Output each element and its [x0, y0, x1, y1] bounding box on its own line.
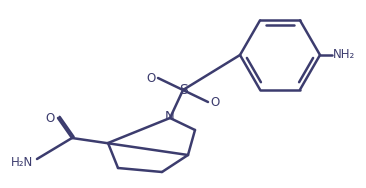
- Text: O: O: [210, 96, 220, 108]
- Text: O: O: [146, 71, 156, 84]
- Text: O: O: [45, 111, 55, 124]
- Text: S: S: [179, 83, 187, 97]
- Text: H₂N: H₂N: [11, 155, 33, 168]
- Text: N: N: [165, 111, 175, 124]
- Text: NH₂: NH₂: [333, 49, 355, 61]
